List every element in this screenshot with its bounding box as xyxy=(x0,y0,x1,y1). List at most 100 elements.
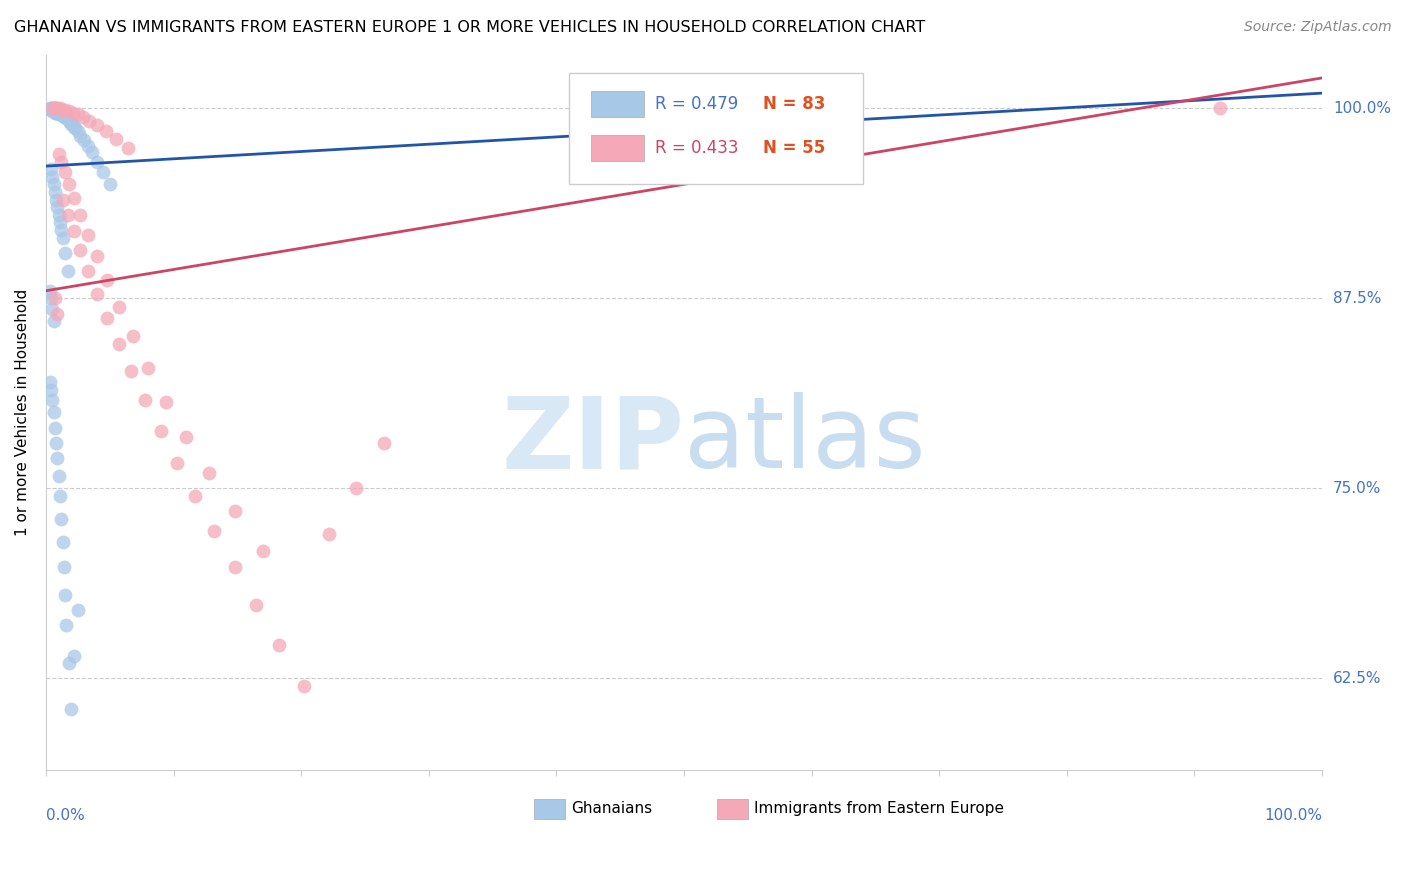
FancyBboxPatch shape xyxy=(591,91,644,117)
Point xyxy=(59,115,82,129)
Point xyxy=(93,165,115,179)
Point xyxy=(107,337,129,351)
Point xyxy=(184,489,207,503)
Point xyxy=(42,103,65,117)
Point xyxy=(51,193,73,207)
Point xyxy=(77,264,100,278)
Point xyxy=(48,208,70,222)
Point xyxy=(51,107,73,121)
Text: N = 83: N = 83 xyxy=(763,95,825,112)
Point xyxy=(49,489,72,503)
Point xyxy=(41,101,63,115)
Text: 87.5%: 87.5% xyxy=(1333,291,1381,306)
Point xyxy=(77,139,100,153)
Point xyxy=(224,504,246,518)
Point xyxy=(58,656,80,670)
Point xyxy=(66,603,89,617)
Point xyxy=(41,104,63,119)
FancyBboxPatch shape xyxy=(591,136,644,161)
Text: 100.0%: 100.0% xyxy=(1264,808,1322,823)
Point xyxy=(66,107,89,121)
Point xyxy=(53,245,76,260)
Point xyxy=(46,103,69,117)
Point xyxy=(77,227,100,242)
Point xyxy=(51,230,73,244)
Point xyxy=(53,103,76,117)
Point xyxy=(53,111,76,125)
Point xyxy=(318,527,340,541)
Point xyxy=(48,103,70,117)
Point xyxy=(53,107,76,121)
Point xyxy=(149,424,172,438)
Point xyxy=(58,104,80,119)
Point xyxy=(60,702,83,716)
Point xyxy=(46,450,69,465)
Point xyxy=(166,456,188,470)
Point xyxy=(105,132,128,146)
Point xyxy=(48,104,70,119)
Point xyxy=(41,103,63,117)
Point xyxy=(46,200,69,214)
Point xyxy=(38,284,60,298)
Point xyxy=(49,215,72,229)
Point xyxy=(96,273,118,287)
Point xyxy=(202,524,225,538)
Point xyxy=(66,124,89,138)
Point xyxy=(80,145,103,160)
Point xyxy=(252,543,274,558)
Point xyxy=(55,618,77,632)
Text: Source: ZipAtlas.com: Source: ZipAtlas.com xyxy=(1244,20,1392,34)
Point xyxy=(86,286,108,301)
Point xyxy=(51,534,73,549)
Point xyxy=(96,311,118,326)
Point xyxy=(55,111,77,125)
Point xyxy=(49,104,72,119)
Text: Ghanaians: Ghanaians xyxy=(571,801,652,816)
Point xyxy=(46,307,69,321)
Point xyxy=(46,106,69,120)
Text: 100.0%: 100.0% xyxy=(1333,101,1391,116)
Point xyxy=(42,405,65,419)
Point xyxy=(45,106,67,120)
Point xyxy=(58,113,80,128)
Point xyxy=(49,107,72,121)
Point xyxy=(120,364,142,378)
Point xyxy=(44,103,66,117)
Text: GHANAIAN VS IMMIGRANTS FROM EASTERN EUROPE 1 OR MORE VEHICLES IN HOUSEHOLD CORRE: GHANAIAN VS IMMIGRANTS FROM EASTERN EURO… xyxy=(14,20,925,35)
Point xyxy=(245,599,267,613)
Point xyxy=(79,113,101,128)
Point xyxy=(53,588,76,602)
Point xyxy=(69,208,91,222)
Point xyxy=(44,101,66,115)
Point xyxy=(58,178,80,192)
Point xyxy=(344,482,367,496)
Point xyxy=(42,314,65,328)
Point xyxy=(198,466,221,480)
Point xyxy=(292,679,315,693)
Point xyxy=(72,111,94,125)
Point xyxy=(269,638,291,652)
Point xyxy=(49,101,72,115)
Point xyxy=(224,560,246,574)
Point xyxy=(73,133,96,147)
Point xyxy=(39,383,62,397)
Point xyxy=(98,178,121,192)
Point xyxy=(52,107,75,121)
Point xyxy=(42,178,65,192)
Point xyxy=(121,329,143,343)
Point xyxy=(63,648,86,663)
Point xyxy=(39,103,62,117)
Point xyxy=(51,106,73,120)
Point xyxy=(69,128,91,143)
Text: N = 55: N = 55 xyxy=(763,139,825,157)
Point xyxy=(44,420,66,434)
Point xyxy=(39,101,62,115)
Point xyxy=(44,104,66,119)
Point xyxy=(38,101,60,115)
Point xyxy=(51,109,73,123)
Point xyxy=(107,301,129,315)
Point xyxy=(65,121,87,136)
Point xyxy=(49,106,72,120)
Point xyxy=(52,111,75,125)
Point xyxy=(39,291,62,305)
